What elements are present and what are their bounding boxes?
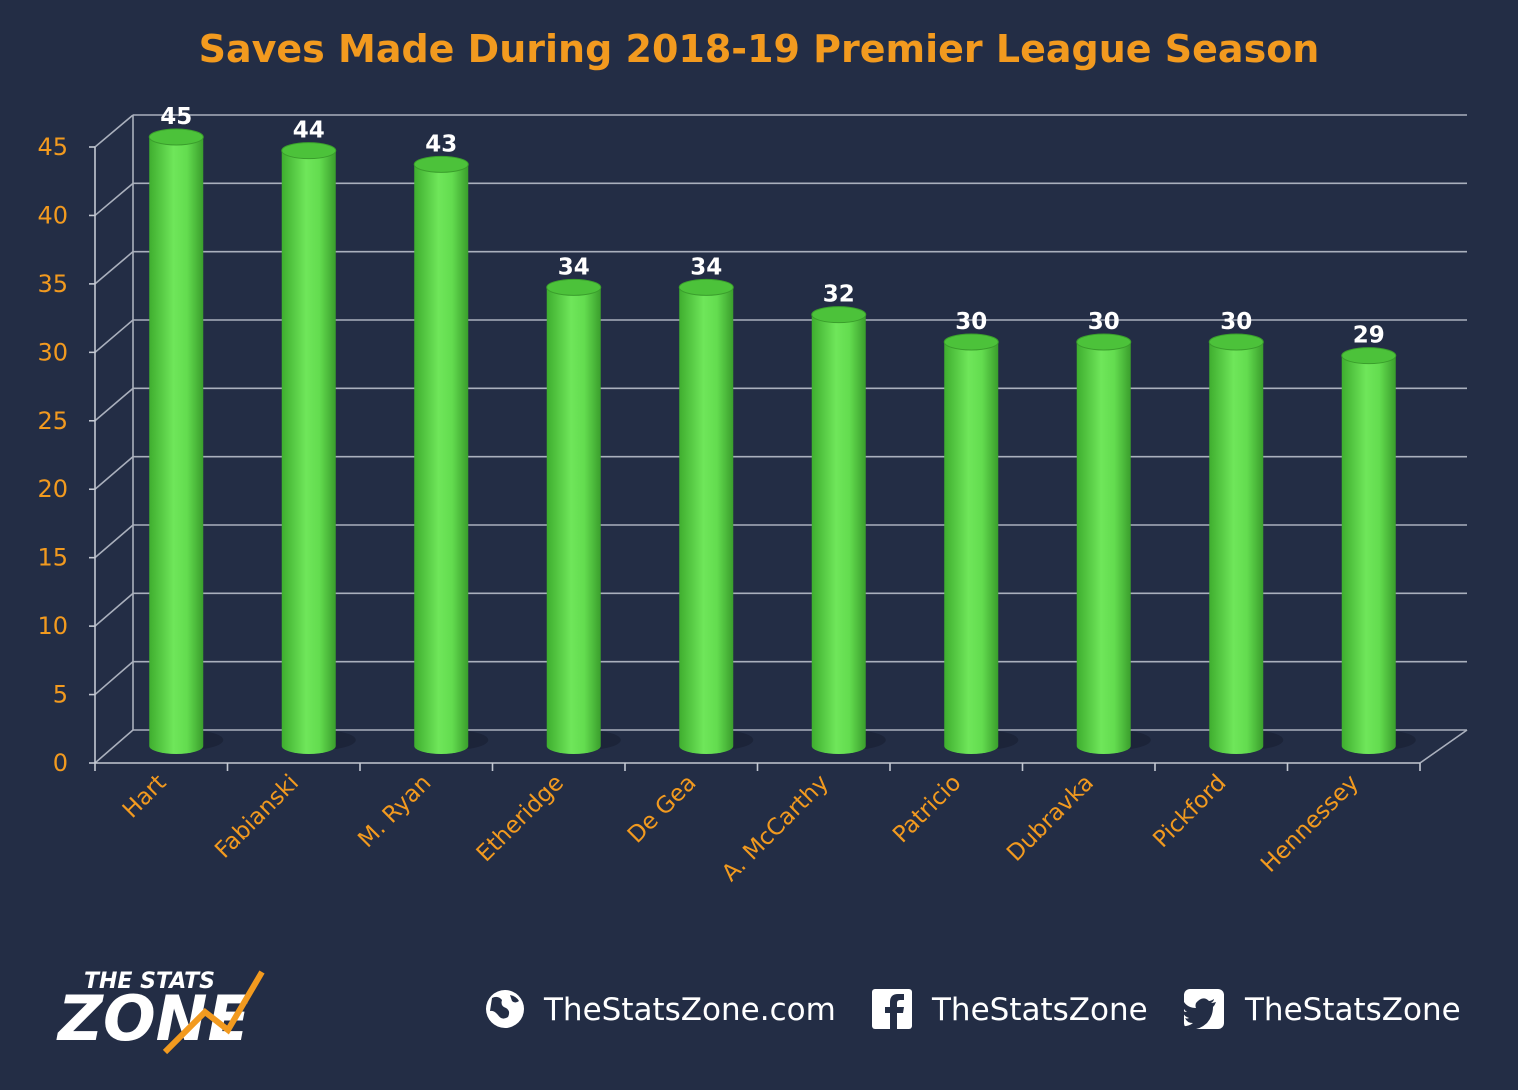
bar-body (281, 150, 336, 754)
gridline-diag (94, 319, 134, 353)
gridline-diag (94, 114, 134, 148)
twitter-icon (1181, 989, 1224, 1030)
x-tick-label: M. Ryan (353, 770, 436, 853)
gridline-diag (94, 456, 134, 490)
bar-top (281, 142, 337, 160)
data-label: 45 (160, 104, 192, 130)
data-label: 44 (293, 118, 325, 144)
bar-body (414, 164, 469, 755)
data-label: 32 (823, 282, 855, 308)
y-tick-label: 45 (37, 133, 68, 161)
gridline-diag (94, 251, 134, 285)
y-axis-ticks: 0 5 10 15 20 25 30 35 40 45 (37, 133, 68, 777)
bar-top (1076, 333, 1132, 351)
gridline-diag (94, 592, 134, 627)
y-tick-label: 40 (37, 201, 68, 229)
bar (281, 142, 337, 754)
stats-zone-logo: THE STATS ZONE (56, 969, 265, 1055)
y-tick-label: 25 (37, 407, 68, 435)
twitter-handle[interactable]: TheStatsZone (1244, 992, 1461, 1028)
bar (943, 333, 999, 754)
bar-body (1076, 342, 1131, 754)
bar (1341, 347, 1397, 754)
x-tick-label: Pickford (1148, 770, 1231, 853)
bar-top (413, 155, 469, 173)
logo-text-bottom: ZONE (56, 982, 250, 1055)
bar-body (944, 342, 999, 754)
facebook-handle[interactable]: TheStatsZone (931, 992, 1148, 1028)
bar-body (679, 287, 734, 754)
x-tick-label: Patricio (888, 770, 966, 848)
bar-body (546, 287, 601, 754)
website-link[interactable]: TheStatsZone.com (543, 992, 836, 1028)
x-tick-label: Etheridge (472, 770, 569, 867)
y-tick-label: 35 (37, 270, 68, 298)
gridline-diag (94, 524, 134, 559)
footer-website[interactable]: TheStatsZone.com (486, 990, 836, 1028)
bar (148, 128, 204, 754)
gridline-diag (94, 182, 134, 217)
data-label: 43 (425, 131, 457, 157)
bar (811, 306, 867, 754)
logo-swoosh (162, 970, 265, 1055)
y-tick-label: 0 (53, 749, 68, 777)
bar-top (678, 278, 734, 296)
x-tick-label: De Gea (623, 770, 702, 849)
data-label: 34 (690, 254, 722, 280)
gridline-diag (94, 661, 134, 696)
data-label: 34 (558, 254, 590, 280)
y-tick-label: 30 (37, 338, 68, 366)
footer-facebook[interactable]: TheStatsZone (872, 989, 1148, 1029)
footer-twitter[interactable]: TheStatsZone (1181, 989, 1461, 1030)
x-tick-label: Hennessey (1256, 770, 1364, 878)
bar-top (148, 128, 204, 146)
y-tick-label: 15 (37, 544, 68, 572)
bar-body (811, 314, 866, 754)
data-label: 30 (955, 309, 987, 335)
data-label: 30 (1220, 309, 1252, 335)
y-tick-label: 10 (37, 612, 68, 640)
bar (1208, 333, 1264, 754)
y-tick-label: 5 (53, 681, 68, 709)
bar (413, 155, 469, 755)
floor-right-edge (1419, 729, 1468, 764)
bar-top (1341, 347, 1397, 365)
gridline-diag (94, 729, 134, 764)
x-tick-label: Hart (118, 770, 172, 824)
data-labels: 45 44 43 34 34 32 30 30 30 29 (160, 104, 1385, 349)
bars (148, 128, 1416, 755)
x-tick-label: Dubravka (1002, 770, 1099, 867)
facebook-icon (872, 989, 912, 1029)
bar (1076, 333, 1132, 754)
x-tick-label: A. McCarthy (717, 770, 834, 887)
chart-title: Saves Made During 2018-19 Premier League… (199, 27, 1320, 71)
data-label: 29 (1353, 323, 1385, 349)
data-label: 30 (1088, 309, 1120, 335)
bar-top (811, 306, 867, 324)
x-tick-label: Fabianski (210, 770, 304, 864)
bar-body (149, 137, 204, 754)
x-axis-ticks: Hart Fabianski M. Ryan Etheridge De Gea A. Mc… (118, 770, 1364, 887)
globe-icon (486, 990, 524, 1028)
bar (678, 278, 734, 754)
gridline-diag (94, 387, 134, 422)
bar-body (1341, 355, 1396, 754)
bar-top (943, 333, 999, 351)
bar-top (546, 278, 602, 296)
logo-text-top: THE STATS (84, 969, 215, 994)
bar-top (1208, 333, 1264, 351)
bar-body (1209, 342, 1264, 754)
bar (546, 278, 602, 754)
y-tick-label: 20 (37, 475, 68, 503)
